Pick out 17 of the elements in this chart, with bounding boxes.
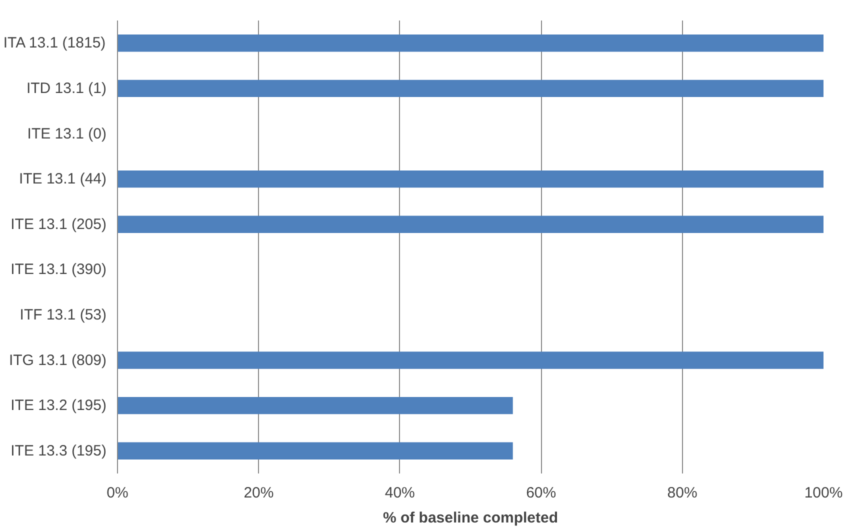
y-tick-label: ITD 13.1 (1)	[26, 80, 107, 97]
y-tick-label: ITA 13.1 (1815)	[3, 34, 106, 52]
y-tick-label: ITE 13.2 (195)	[10, 397, 107, 414]
x-tick-label: 60%	[526, 484, 556, 502]
y-tick-label: ITE 13.1 (0)	[27, 125, 107, 142]
y-tick-label: ITE 13.1 (44)	[18, 170, 107, 188]
x-tick-label: 40%	[384, 484, 415, 502]
y-tick-label: ITE 13.1 (390)	[10, 261, 107, 278]
x-axis-title: % of baseline completed	[382, 510, 558, 526]
x-tick-label: 80%	[667, 484, 698, 502]
x-tick-label: 0%	[106, 484, 128, 502]
y-tick-label: ITG 13.1 (809)	[8, 352, 107, 369]
x-tick-label: 20%	[244, 484, 274, 502]
y-tick-label: ITE 13.1 (205)	[10, 216, 107, 233]
y-tick-label: ITF 13.1 (53)	[20, 306, 107, 324]
x-tick-label: 100%	[804, 484, 843, 502]
y-tick-label: ITE 13.3 (195)	[10, 442, 107, 460]
